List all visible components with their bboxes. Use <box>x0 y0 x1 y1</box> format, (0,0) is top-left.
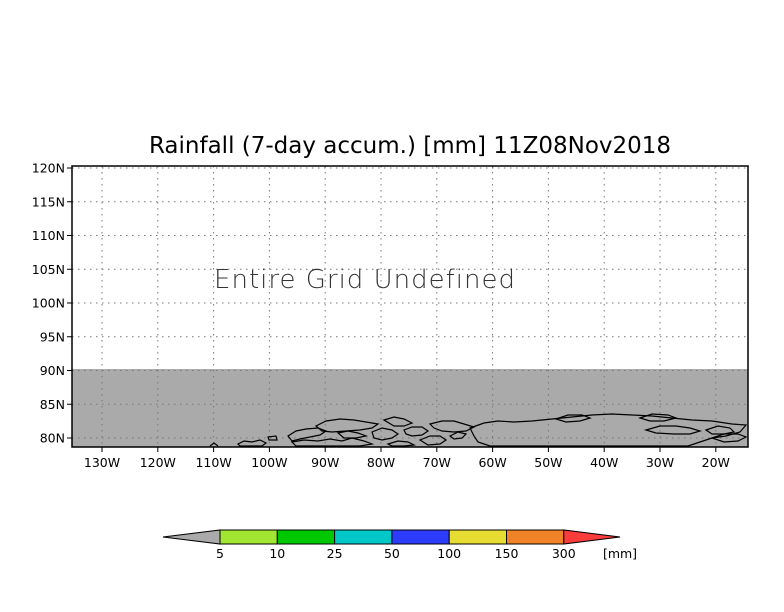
colorbar: 5 10 25 50 100 150 300 [mm] <box>162 529 637 561</box>
longitude-axis: 130W 120W 110W 100W 90W 80W 70W 60W 50W 40W 30W 20W <box>84 447 730 470</box>
colorbar-threshold-label: 25 <box>327 546 343 561</box>
colorbar-upper-extension <box>563 529 621 545</box>
colorbar-threshold-label: 300 <box>552 546 576 561</box>
colorbar-unit-label: [mm] <box>603 546 637 561</box>
lon-tick-label: 80W <box>367 455 395 470</box>
undefined-grid-message: Entire Grid Undefined <box>214 265 516 295</box>
undefined-region <box>72 369 748 447</box>
colorbar-segment <box>334 529 393 545</box>
colorbar-threshold-label: 100 <box>437 546 461 561</box>
plot-frame <box>71 165 749 448</box>
lat-tick-label: 120N <box>32 161 65 176</box>
colorbar-threshold-label: 50 <box>384 546 400 561</box>
lon-tick-label: 40W <box>590 455 618 470</box>
lat-tick-label: 100N <box>32 296 65 311</box>
lon-tick-label: 90W <box>311 455 339 470</box>
lat-tick-label: 110N <box>32 228 65 243</box>
colorbar-lower-extension <box>162 529 221 545</box>
lon-tick-label: 20W <box>702 455 730 470</box>
colorbar-segment <box>276 529 336 545</box>
graticule <box>72 166 748 447</box>
colorbar-segment <box>506 529 565 545</box>
lon-tick-label: 50W <box>534 455 562 470</box>
map-title: Rainfall (7-day accum.) [mm] 11Z08Nov201… <box>149 133 671 159</box>
lon-tick-label: 30W <box>646 455 674 470</box>
lon-tick-label: 100W <box>251 455 287 470</box>
latitude-axis: 120N 115N 110N 105N 100N 95N 90N 85N 80N <box>32 161 72 446</box>
lat-tick-label: 115N <box>32 194 65 209</box>
lat-tick-label: 95N <box>40 329 65 344</box>
lat-tick-label: 90N <box>40 363 65 378</box>
lat-tick-label: 105N <box>32 262 65 277</box>
coastline <box>209 413 748 447</box>
lon-tick-label: 70W <box>423 455 451 470</box>
lon-tick-label: 130W <box>84 455 120 470</box>
colorbar-threshold-label: 10 <box>269 546 285 561</box>
colorbar-segment <box>391 529 450 545</box>
lat-tick-label: 80N <box>40 431 65 446</box>
colorbar-threshold-label: 150 <box>495 546 519 561</box>
lon-tick-label: 120W <box>140 455 176 470</box>
colorbar-segment <box>448 529 508 545</box>
map-plot-area <box>71 165 749 448</box>
lon-tick-label: 110W <box>195 455 231 470</box>
lat-tick-label: 85N <box>40 397 65 412</box>
colorbar-segment <box>219 529 278 545</box>
colorbar-threshold-label: 5 <box>216 546 224 561</box>
lon-tick-label: 60W <box>478 455 506 470</box>
